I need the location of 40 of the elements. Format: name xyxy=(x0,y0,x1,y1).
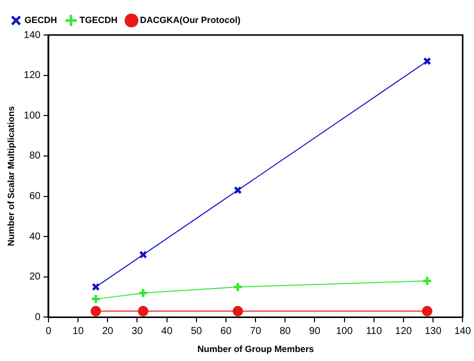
y-tick-label: 80 xyxy=(29,150,41,162)
x-tick-label: 80 xyxy=(280,326,292,337)
x-tick-label: 90 xyxy=(309,326,321,337)
legend-label: GECDH xyxy=(24,14,58,25)
legend-label: TGECDH xyxy=(80,14,118,25)
point xyxy=(232,282,244,292)
x-tick-label: 140 xyxy=(454,326,472,337)
y-axis-title: Number of Scalar Multiplications xyxy=(6,106,16,246)
point xyxy=(138,306,148,316)
x-tick-label: 110 xyxy=(366,326,382,337)
point xyxy=(138,288,148,298)
point xyxy=(234,186,242,194)
point xyxy=(422,276,432,286)
x-tick-label: 100 xyxy=(336,326,354,337)
point xyxy=(422,306,432,316)
point xyxy=(423,57,432,66)
y-tick-label: 120 xyxy=(24,70,41,82)
y-tick-label: 20 xyxy=(29,272,41,283)
x-tick-label: 30 xyxy=(132,326,144,337)
point xyxy=(90,306,102,316)
legend-label: DACGKA(Our Protocol) xyxy=(140,14,240,25)
point xyxy=(232,306,244,316)
x-tick-label: 130 xyxy=(424,326,442,337)
x-tick-label: 20 xyxy=(102,326,114,337)
point xyxy=(90,294,102,304)
point xyxy=(92,282,100,292)
x-tick-label: 70 xyxy=(250,326,262,337)
point xyxy=(139,250,148,259)
y-tick-label: 40 xyxy=(29,231,41,242)
y-tick-label: 100 xyxy=(24,110,41,122)
x-tick-label: 40 xyxy=(161,326,173,337)
y-tick-label: 60 xyxy=(29,191,41,202)
x-tick-label: 50 xyxy=(190,326,202,337)
x-axis-title: Number of Group Members xyxy=(197,344,314,354)
x-tick-label: 60 xyxy=(220,326,232,337)
y-tick-label: 140 xyxy=(24,30,41,41)
x-tick-label: 10 xyxy=(72,326,84,337)
x-tick-label: 0 xyxy=(46,326,52,337)
x-tick-label: 120 xyxy=(395,326,412,337)
y-tick-label: 0 xyxy=(34,312,41,323)
